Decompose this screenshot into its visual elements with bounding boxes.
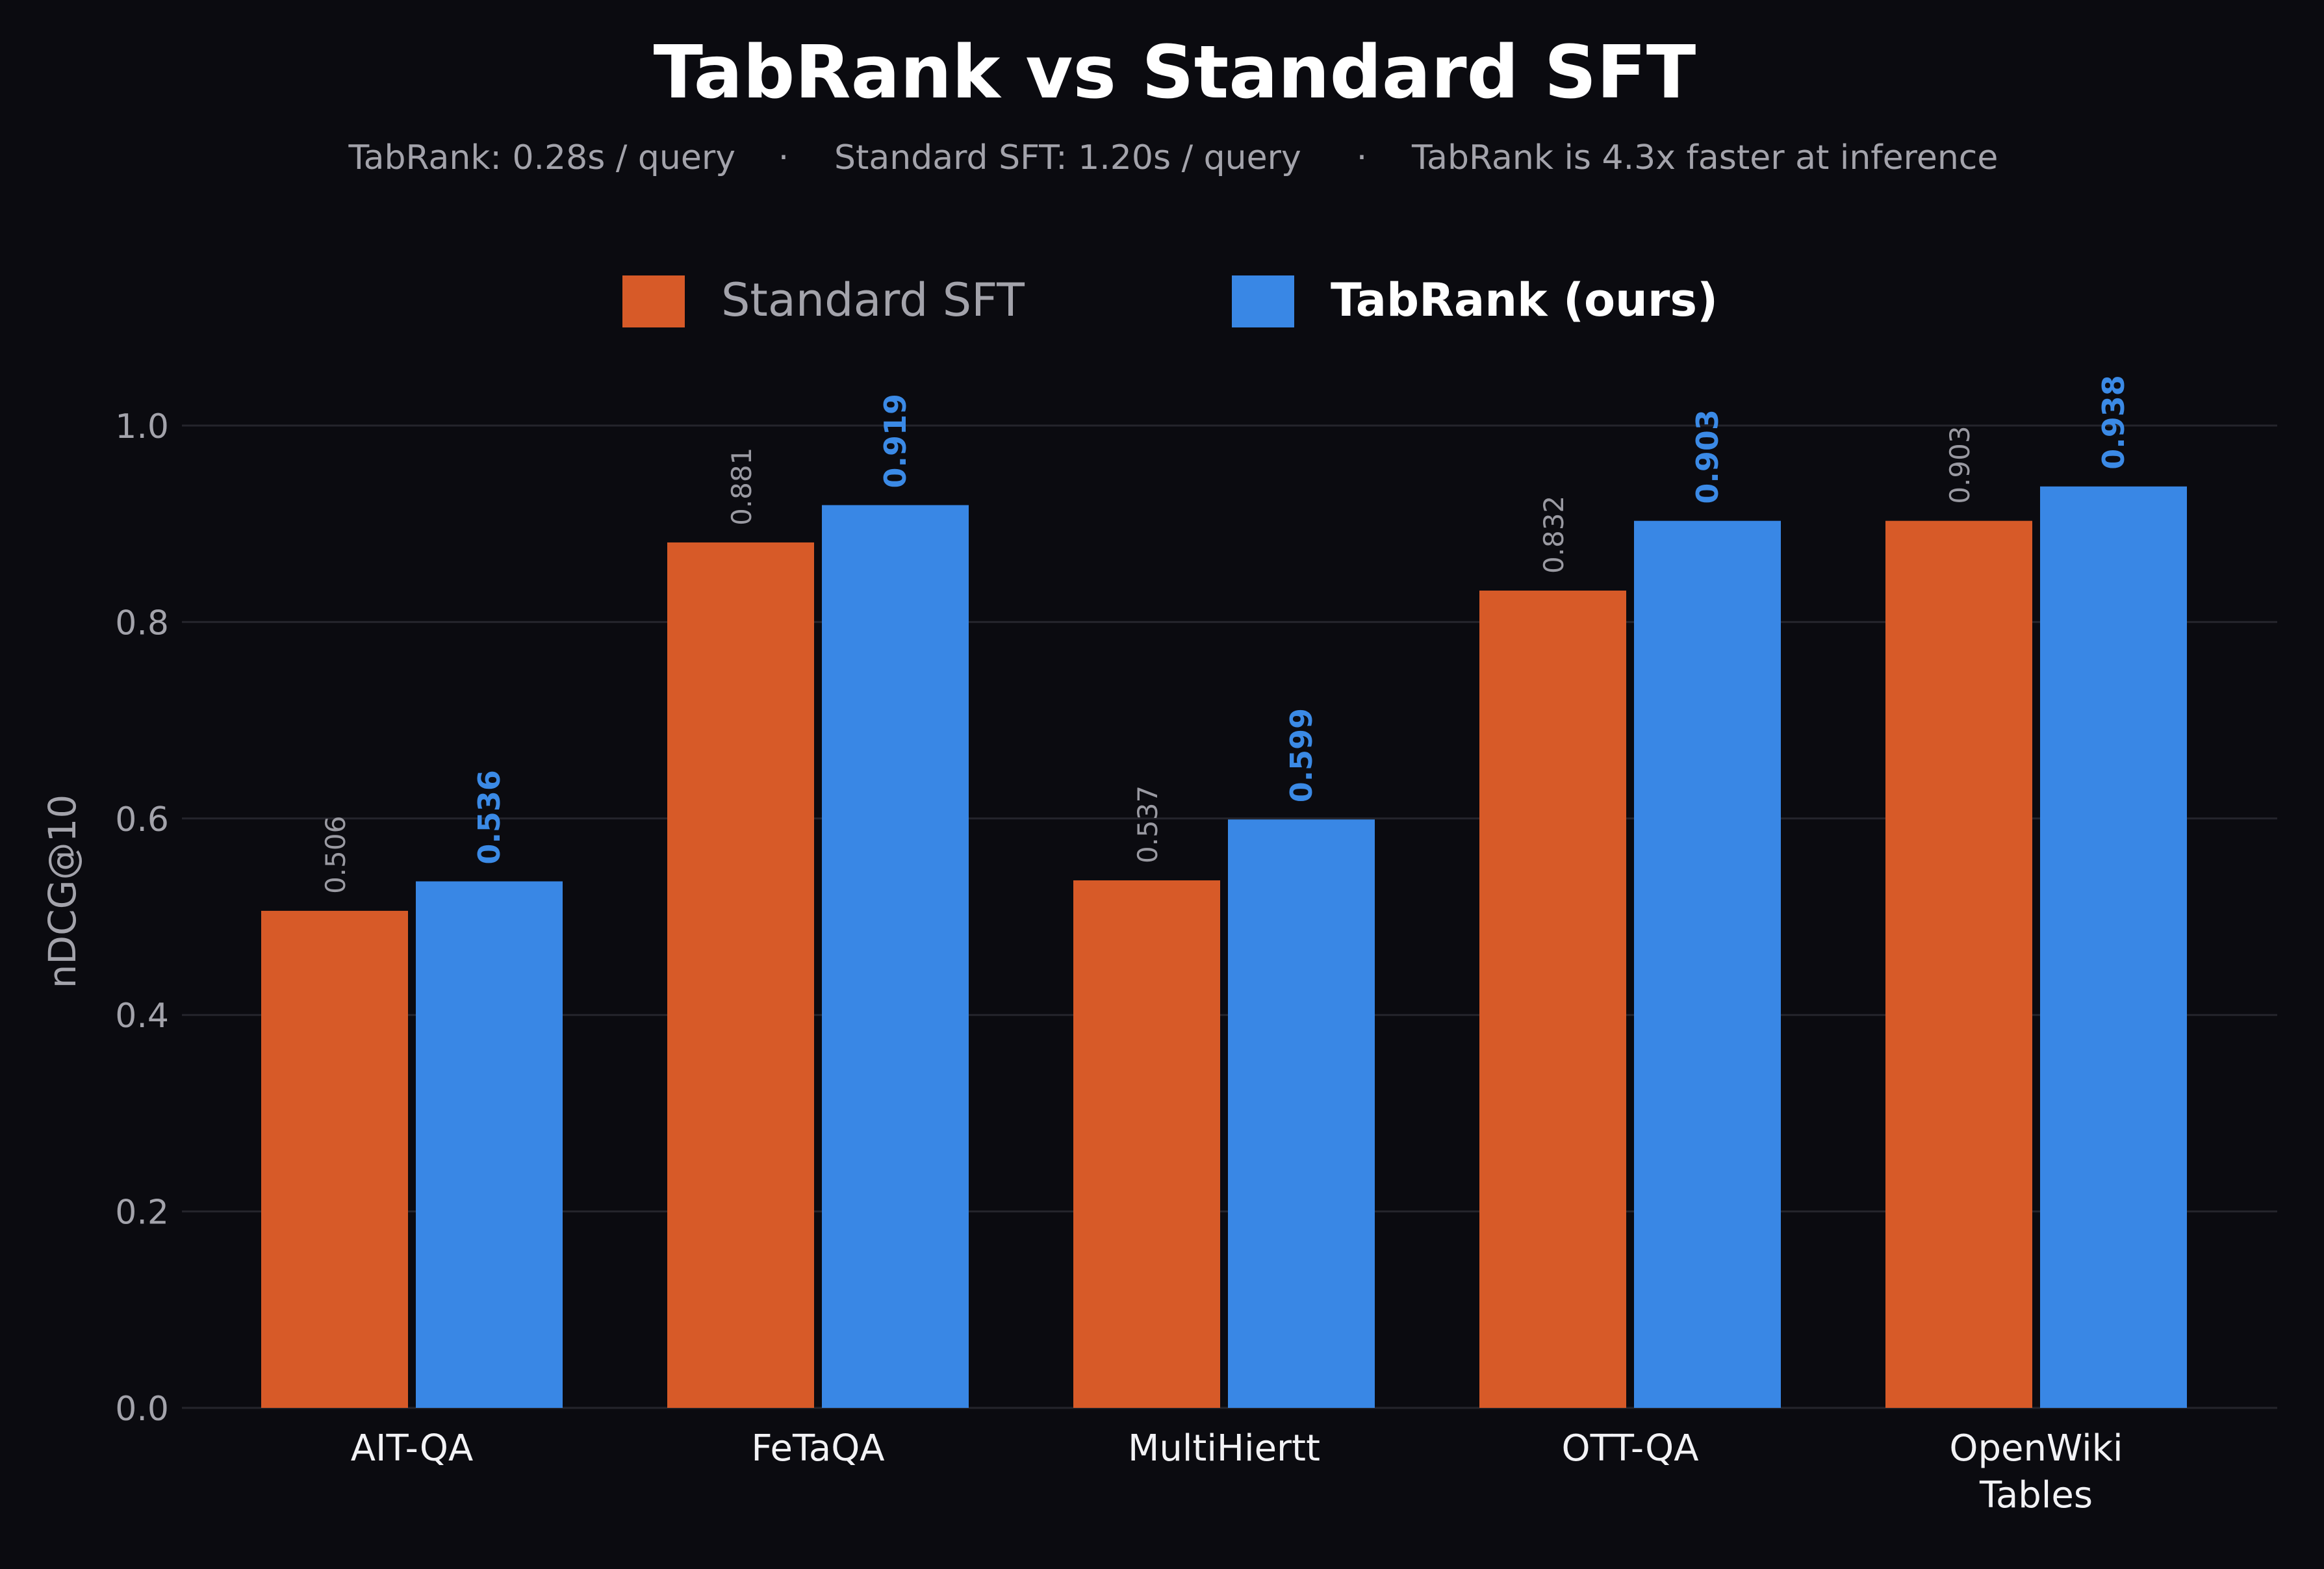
bar-tabrank [1634, 520, 1781, 1408]
subtitle-part: TabRank is 4.3x faster at inference [1411, 138, 1998, 177]
x-tick-label: MultiHiertt [1128, 1427, 1320, 1470]
y-tick-label: 0.4 [115, 997, 169, 1036]
y-tick-label: 0.0 [115, 1390, 169, 1429]
subtitle-separator: · [1357, 138, 1368, 177]
subtitle-part: TabRank: 0.28s / query [348, 138, 735, 177]
bar-standard-sft [1073, 880, 1220, 1408]
data-label: 0.506 [320, 816, 351, 894]
x-tick-label: OpenWiki [1949, 1427, 2123, 1470]
x-tick-label: AIT-QA [351, 1427, 474, 1470]
bars [261, 486, 2187, 1409]
data-label: 0.919 [878, 394, 913, 489]
data-label: 0.537 [1132, 785, 1164, 863]
subtitle-separator: · [778, 138, 789, 177]
y-tick-label: 1.0 [115, 407, 169, 446]
data-label: 0.599 [1284, 708, 1319, 803]
bar-standard-sft [1479, 591, 1626, 1408]
chart-title: TabRank vs Standard SFT [654, 31, 1696, 115]
legend-swatch-tabrank [1232, 275, 1294, 327]
chart-subtitle: TabRank: 0.28s / query · Standard SFT: 1… [348, 138, 1998, 177]
y-axis-ticks: 0.0 0.2 0.4 0.6 0.8 1.0 [115, 407, 169, 1429]
legend: Standard SFT TabRank (ours) [622, 274, 1718, 327]
data-label: 0.536 [472, 770, 507, 865]
y-tick-label: 0.6 [115, 800, 169, 839]
bar-tabrank [416, 881, 563, 1408]
bar-tabrank [2040, 486, 2187, 1408]
y-tick-label: 0.8 [115, 604, 169, 643]
legend-label-standard-sft: Standard SFT [721, 274, 1025, 327]
y-tick-label: 0.2 [115, 1193, 169, 1232]
data-labels: 0.506 0.536 0.881 0.919 0.537 0.599 0.832 0.903… [320, 375, 2131, 894]
x-tick-label: OTT-QA [1561, 1427, 1698, 1470]
data-label: 0.903 [1690, 409, 1725, 504]
legend-label-tabrank: TabRank (ours) [1331, 274, 1718, 327]
x-tick-label: FeTaQA [751, 1427, 884, 1470]
data-label: 0.903 [1944, 426, 1976, 504]
bar-tabrank [822, 505, 969, 1409]
bar-standard-sft [1885, 520, 2032, 1408]
data-label: 0.832 [1538, 496, 1570, 574]
legend-swatch-standard-sft [622, 275, 685, 327]
x-tick-label: Tables [1979, 1474, 2093, 1516]
x-axis-ticks: AIT-QA FeTaQA MultiHiertt OTT-QA OpenWikiTab… [351, 1427, 2123, 1516]
bar-standard-sft [261, 910, 408, 1408]
bar-tabrank [1228, 819, 1375, 1408]
data-label: 0.938 [2096, 375, 2131, 470]
bar-standard-sft [667, 542, 814, 1408]
y-axis-label: nDCG@10 [40, 795, 84, 989]
subtitle-part: Standard SFT: 1.20s / query [834, 138, 1301, 177]
data-label: 0.881 [726, 448, 758, 526]
